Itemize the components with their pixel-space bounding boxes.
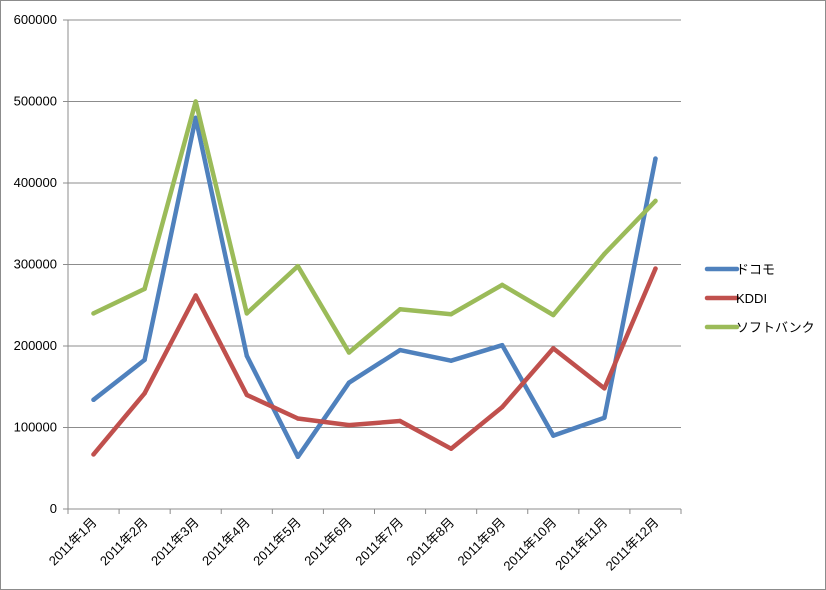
x-tick-label: 2011年1月 — [46, 515, 100, 569]
data-point — [448, 358, 454, 363]
data-point — [91, 452, 96, 457]
data-point — [653, 266, 658, 271]
data-point — [602, 415, 607, 420]
data-point — [397, 418, 403, 424]
legend-label: ソフトバンク — [736, 320, 815, 335]
data-point — [244, 392, 249, 398]
data-point — [551, 346, 556, 351]
data-point — [397, 347, 403, 353]
data-point — [193, 99, 198, 104]
data-point — [193, 115, 198, 121]
data-point — [142, 391, 147, 396]
y-tick-label: 200000 — [14, 338, 57, 353]
data-point — [295, 263, 301, 269]
x-tick-label: 2011年2月 — [97, 515, 151, 569]
x-tick-label: 2011年11月 — [552, 515, 610, 573]
x-tick-label: 2011年7月 — [352, 515, 406, 569]
x-tick-label: 2011年8月 — [403, 515, 457, 569]
data-point — [346, 422, 352, 428]
legend-label: KDDI — [736, 291, 767, 306]
x-tick-label: 2011年9月 — [454, 515, 508, 569]
data-point — [91, 397, 96, 402]
legend-label: ドコモ — [736, 262, 775, 277]
x-axis: 2011年1月2011年2月2011年3月2011年4月2011年5月2011年… — [46, 508, 682, 574]
data-point — [551, 433, 556, 438]
data-point — [244, 311, 249, 316]
x-tick-label: 2011年10月 — [500, 515, 559, 574]
data-point — [295, 416, 301, 421]
x-tick-label: 2011年12月 — [603, 515, 662, 574]
y-tick-label: 600000 — [14, 12, 57, 27]
data-point — [142, 286, 147, 292]
data-point — [448, 312, 454, 317]
y-tick-label: 400000 — [14, 175, 57, 190]
data-point — [500, 282, 505, 288]
series-line-0 — [91, 115, 658, 460]
series-lines — [91, 99, 658, 460]
y-axis: 0 100000 200000 300000 400000 500000 600000 — [14, 12, 69, 516]
data-point — [653, 156, 658, 161]
data-point — [653, 198, 658, 204]
data-point — [295, 454, 301, 460]
data-point — [91, 311, 96, 316]
x-tick-label: 2011年4月 — [199, 515, 253, 569]
data-point — [193, 293, 198, 298]
x-tick-label: 2011年5月 — [250, 515, 304, 569]
x-tick-label: 2011年3月 — [148, 515, 202, 569]
data-point — [500, 404, 505, 410]
data-point — [346, 350, 352, 355]
y-tick-label: 500000 — [14, 94, 57, 109]
data-point — [500, 342, 505, 348]
data-point — [244, 353, 249, 358]
y-tick-label: 300000 — [14, 257, 57, 272]
data-point — [142, 357, 147, 363]
data-point — [448, 446, 454, 451]
data-point — [397, 307, 403, 312]
series-line-1 — [91, 266, 658, 457]
legend: ドコモ KDDI ソフトバンク — [704, 262, 815, 335]
data-point — [551, 312, 556, 318]
y-tick-label: 100000 — [14, 420, 57, 435]
y-tick-label: 0 — [50, 501, 57, 516]
x-tick-label: 2011年6月 — [301, 515, 355, 569]
data-point — [602, 251, 607, 257]
data-point — [602, 386, 607, 391]
data-point — [346, 380, 352, 385]
series-line-2 — [91, 99, 658, 355]
